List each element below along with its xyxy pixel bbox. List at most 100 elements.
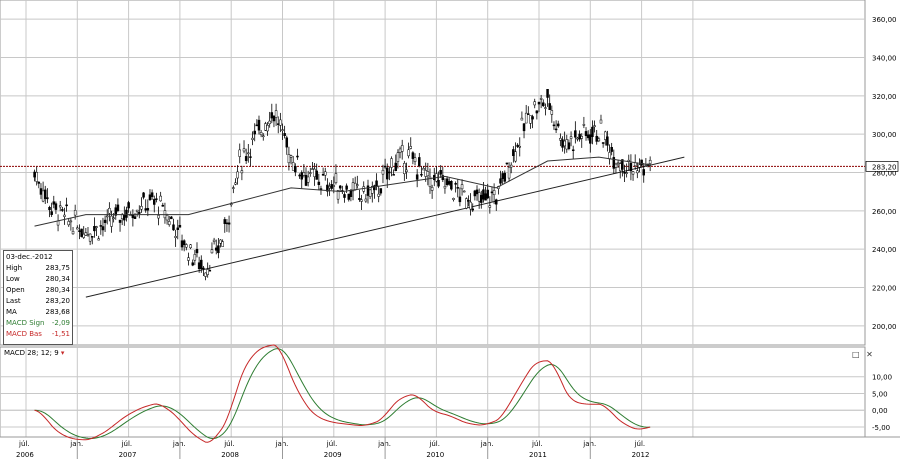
- candle-body: [298, 174, 301, 177]
- candle-body: [480, 194, 483, 203]
- candle-body: [336, 189, 340, 200]
- candle-body: [565, 139, 569, 150]
- candle-body: [174, 236, 177, 238]
- candle-body: [304, 175, 308, 186]
- candle-body: [150, 192, 154, 197]
- candle-body: [317, 181, 321, 186]
- candle-body: [185, 244, 188, 248]
- candle-body: [522, 123, 526, 132]
- x-month-label: jan.: [69, 440, 83, 448]
- candle-body: [439, 170, 442, 175]
- candle-body: [105, 215, 109, 218]
- macd-panel-label[interactable]: MACD 28; 12; 9 ▾: [4, 349, 65, 357]
- candle-body: [599, 119, 603, 124]
- candle-body: [465, 198, 468, 209]
- candle-body: [84, 232, 88, 236]
- candle-body: [561, 139, 564, 148]
- candle-body: [127, 202, 130, 209]
- candle-body: [191, 262, 194, 266]
- candle-body: [172, 224, 175, 231]
- candle-body: [125, 209, 128, 218]
- candle-body: [604, 131, 607, 140]
- candle-body: [234, 182, 237, 185]
- candle-body: [482, 189, 485, 200]
- candle-body: [321, 173, 325, 176]
- candle-body: [473, 190, 477, 197]
- candle-body: [514, 151, 517, 162]
- candle-body: [556, 123, 560, 127]
- candle-body: [509, 164, 513, 168]
- candle-body: [58, 205, 62, 208]
- candle-body: [443, 185, 447, 189]
- last-price-box: [865, 161, 899, 172]
- candle-body: [625, 172, 628, 174]
- candle-body: [533, 101, 536, 106]
- candle-body: [67, 221, 70, 226]
- candle-body: [345, 185, 348, 190]
- candle-body: [309, 172, 312, 174]
- x-month-label: jan.: [377, 440, 391, 448]
- info-row-macd-sign: MACD Sign -2,09: [6, 319, 70, 327]
- candle-body: [165, 215, 169, 221]
- candle-body: [138, 212, 141, 214]
- candle-body: [99, 225, 103, 227]
- candle-body: [249, 156, 252, 158]
- candle-body: [37, 181, 41, 184]
- info-row-ma: MA 283,68: [6, 308, 70, 316]
- candle-body: [78, 230, 81, 232]
- candle-body: [413, 157, 417, 162]
- candle-body: [46, 197, 49, 200]
- panel-window-buttons[interactable]: □ ✕: [852, 350, 875, 359]
- candle-body: [43, 189, 47, 199]
- candle-body: [35, 172, 38, 182]
- x-year-label: 2007: [119, 451, 137, 459]
- candle-body: [415, 174, 419, 180]
- candle-body: [636, 170, 639, 174]
- macd-y-tick-label: 5,00: [872, 390, 888, 398]
- candle-body: [424, 170, 427, 177]
- candle-body: [212, 239, 216, 242]
- candle-body: [238, 149, 241, 157]
- candle-body: [123, 214, 126, 221]
- candle-body: [227, 222, 231, 225]
- candle-body: [118, 219, 122, 223]
- candle-body: [428, 176, 432, 187]
- candle-body: [368, 189, 372, 197]
- last-price-label: 283,20: [872, 163, 897, 171]
- candle-body: [392, 174, 395, 176]
- candle-body: [313, 168, 316, 177]
- candle-body: [441, 175, 445, 180]
- candle-body: [88, 233, 92, 242]
- x-month-label: júl.: [428, 440, 440, 448]
- candle-body: [418, 157, 421, 167]
- x-year-label: 2010: [426, 451, 444, 459]
- candle-body: [206, 269, 209, 275]
- candle-body: [225, 222, 229, 225]
- candle-body: [426, 171, 430, 177]
- candle-body: [91, 236, 94, 238]
- candle-body: [388, 171, 391, 174]
- y-tick-label: 360,00: [872, 16, 897, 24]
- trendline: [85, 156, 685, 298]
- candle-body: [597, 138, 601, 142]
- candle-body: [642, 169, 645, 176]
- y-tick-label: 200,00: [872, 323, 897, 331]
- candle-body: [554, 128, 558, 131]
- candle-body: [187, 257, 190, 261]
- candle-body: [544, 107, 547, 109]
- candle-body: [450, 180, 453, 190]
- candle-body: [527, 113, 530, 115]
- candle-body: [170, 216, 173, 220]
- candle-body: [182, 240, 186, 245]
- candle-body: [612, 157, 616, 169]
- dropdown-icon: ▾: [60, 349, 65, 357]
- candle-body: [648, 159, 652, 164]
- candle-body: [638, 164, 641, 168]
- candle-body: [148, 194, 152, 200]
- candle-body: [548, 103, 551, 110]
- candle-body: [219, 239, 222, 244]
- x-month-label: jan.: [480, 440, 494, 448]
- x-year-label: 2011: [529, 451, 547, 459]
- candle-body: [76, 227, 79, 230]
- candle-body: [306, 176, 310, 183]
